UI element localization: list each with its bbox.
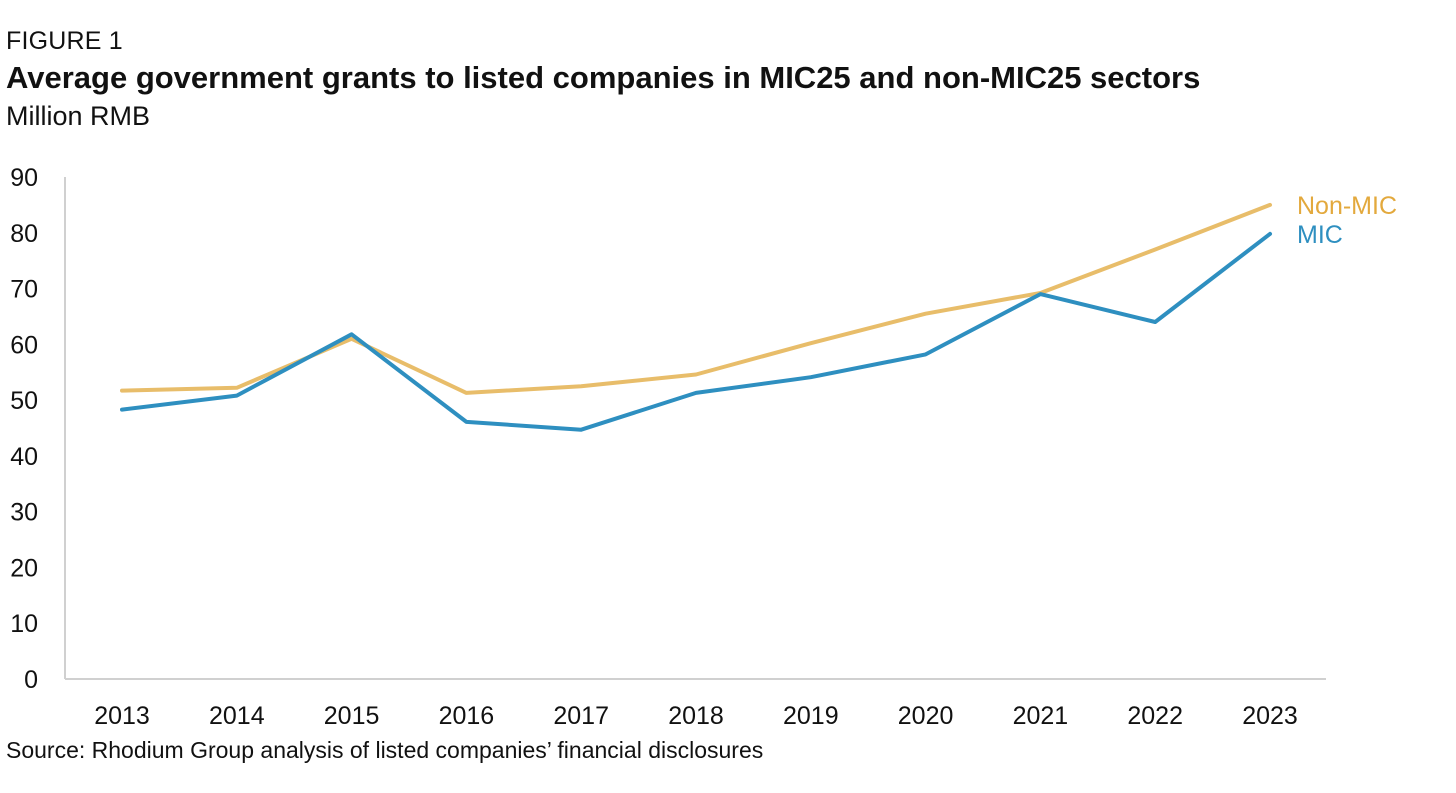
- y-tick-label: 10: [10, 610, 38, 638]
- y-tick-label: 50: [10, 387, 38, 415]
- y-tick-label: 80: [10, 220, 38, 248]
- y-tick-label: 90: [10, 164, 38, 192]
- x-tick-label: 2014: [209, 702, 265, 730]
- x-tick-label: 2021: [1013, 702, 1069, 730]
- x-tick-label: 2023: [1242, 702, 1298, 730]
- line-chart: 0 10 20 30 40 50 60 70 80 90 2013 2014 2015 2016 2017…: [10, 164, 1397, 730]
- y-axis-ticks: 0 10 20 30 40 50 60 70 80 90: [10, 164, 38, 694]
- y-tick-label: 0: [24, 666, 38, 694]
- chart-title: Average government grants to listed comp…: [6, 60, 1201, 95]
- y-tick-label: 70: [10, 276, 38, 304]
- series-label-non-mic: Non-MIC: [1297, 192, 1397, 220]
- x-tick-label: 2016: [439, 702, 495, 730]
- x-tick-label: 2019: [783, 702, 839, 730]
- x-tick-label: 2020: [898, 702, 954, 730]
- x-tick-label: 2018: [668, 702, 724, 730]
- y-tick-label: 20: [10, 554, 38, 582]
- x-axis-ticks: 2013 2014 2015 2016 2017 2018 2019 2020 2021 2022…: [94, 702, 1298, 730]
- series-layer: [120, 202, 1272, 432]
- x-tick-label: 2015: [324, 702, 380, 730]
- x-tick-label: 2022: [1127, 702, 1183, 730]
- source-note: Source: Rhodium Group analysis of listed…: [6, 737, 764, 763]
- y-tick-label: 30: [10, 499, 38, 527]
- series-line-mic: [120, 231, 1272, 432]
- y-tick-label: 40: [10, 443, 38, 471]
- x-tick-label: 2013: [94, 702, 150, 730]
- y-tick-label: 60: [10, 331, 38, 359]
- figure-label: FIGURE 1: [6, 27, 123, 55]
- chart-subtitle: Million RMB: [6, 101, 151, 131]
- x-tick-label: 2017: [553, 702, 609, 730]
- series-label-mic: MIC: [1297, 221, 1343, 249]
